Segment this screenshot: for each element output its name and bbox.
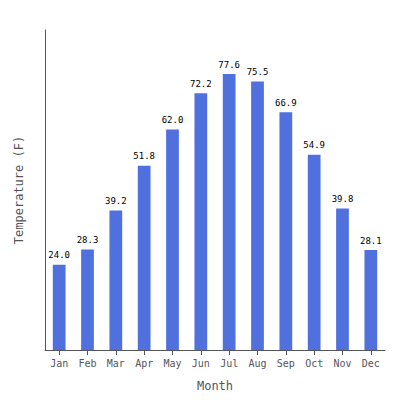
svg-text:28.3: 28.3: [77, 235, 99, 245]
svg-text:72.2: 72.2: [190, 79, 212, 89]
svg-text:May: May: [163, 358, 181, 369]
svg-text:51.8: 51.8: [133, 151, 155, 161]
svg-text:Jun: Jun: [192, 358, 210, 369]
svg-text:Aug: Aug: [248, 358, 266, 369]
svg-text:Jul: Jul: [220, 358, 238, 369]
svg-text:54.9: 54.9: [303, 140, 325, 150]
svg-text:Dec: Dec: [362, 358, 380, 369]
svg-text:62.0: 62.0: [162, 115, 184, 125]
svg-text:39.8: 39.8: [332, 194, 354, 204]
svg-text:28.1: 28.1: [360, 236, 382, 246]
svg-text:Month: Month: [197, 379, 233, 393]
svg-text:Temperature (F): Temperature (F): [12, 136, 26, 244]
svg-text:Mar: Mar: [107, 358, 125, 369]
svg-text:77.6: 77.6: [218, 60, 240, 70]
svg-text:39.2: 39.2: [105, 196, 127, 206]
svg-text:75.5: 75.5: [247, 67, 269, 77]
svg-text:Jan: Jan: [50, 358, 68, 369]
svg-text:Apr: Apr: [135, 358, 153, 369]
svg-text:66.9: 66.9: [275, 98, 297, 108]
svg-text:24.0: 24.0: [48, 250, 70, 260]
svg-text:Oct: Oct: [305, 358, 323, 369]
svg-text:Feb: Feb: [78, 358, 96, 369]
svg-text:Sep: Sep: [277, 358, 295, 369]
svg-text:Nov: Nov: [333, 358, 351, 369]
